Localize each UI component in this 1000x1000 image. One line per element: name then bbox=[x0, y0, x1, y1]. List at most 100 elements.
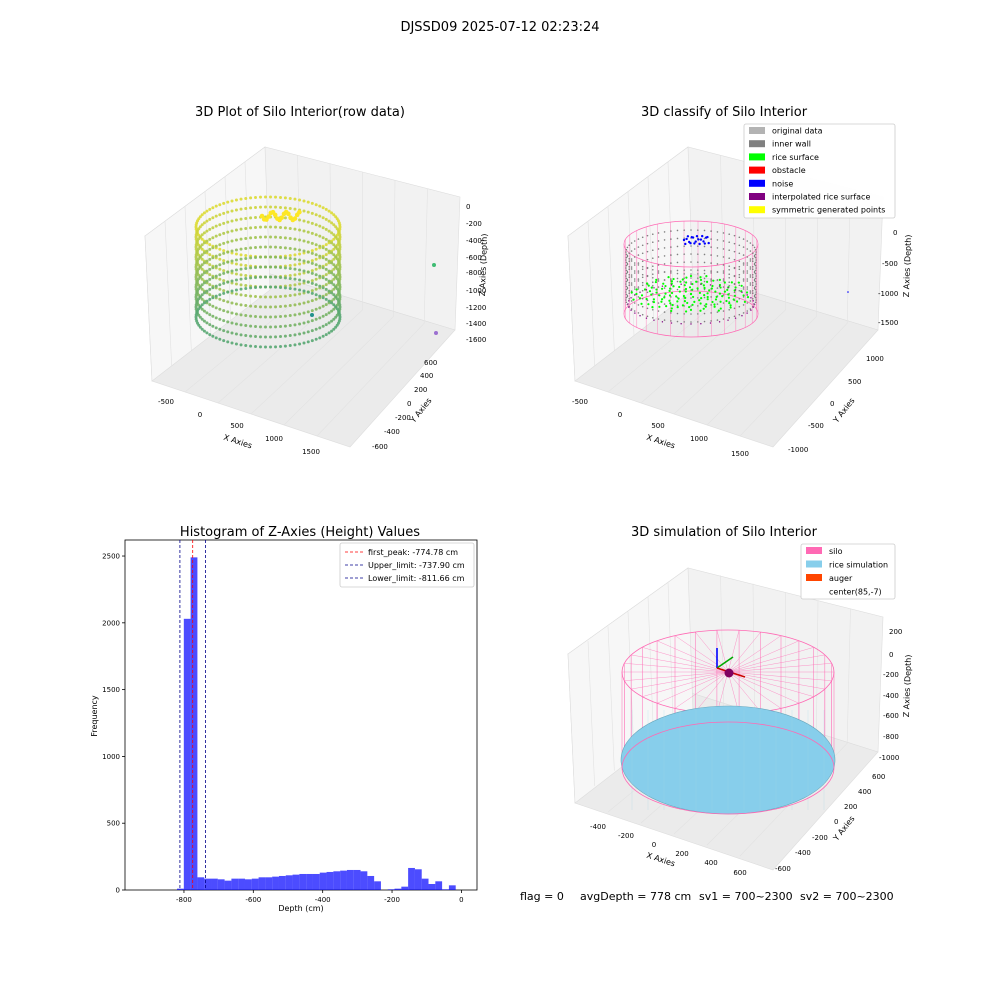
raw-data-point bbox=[269, 195, 273, 199]
inner-wall-point bbox=[710, 272, 712, 274]
silo-wire-bottom bbox=[621, 721, 835, 815]
rice-surface-point bbox=[676, 306, 679, 309]
gridline bbox=[667, 581, 674, 726]
raw-data-point bbox=[334, 325, 338, 329]
classify-3d-ylabel: Y Axies bbox=[831, 396, 857, 425]
noise-point bbox=[682, 238, 686, 242]
raw-data-point bbox=[314, 267, 318, 271]
simulation-3d-ytick: 0 bbox=[834, 818, 838, 826]
raw-data-point bbox=[310, 249, 314, 253]
histogram-legend-label: first_peak: -774.78 cm bbox=[368, 548, 458, 557]
inner-wall-point bbox=[663, 263, 666, 265]
silo-wire-spoke bbox=[727, 671, 799, 704]
raw-data-point bbox=[253, 285, 257, 289]
inner-wall-point bbox=[710, 280, 712, 282]
inner-wall-point bbox=[728, 316, 731, 319]
raw-data-point bbox=[218, 327, 222, 331]
raw-data-point bbox=[306, 210, 310, 214]
raw-data-point bbox=[314, 337, 318, 341]
inner-wall-point bbox=[630, 242, 633, 244]
raw-data-point bbox=[244, 226, 248, 230]
raw-data-point bbox=[253, 215, 257, 219]
inner-wall-point bbox=[753, 271, 756, 274]
raw-data-point bbox=[306, 200, 310, 204]
inner-wall-point bbox=[716, 319, 719, 321]
raw-data-point bbox=[198, 275, 202, 279]
raw-data-point bbox=[279, 195, 283, 199]
rice-surface-point bbox=[700, 297, 703, 300]
raw-data-point bbox=[202, 241, 206, 245]
inner-wall-point bbox=[626, 286, 629, 289]
histogram-bar bbox=[299, 873, 307, 890]
raw-data-point bbox=[222, 289, 226, 293]
histogram-xtick-label: 0 bbox=[459, 896, 463, 904]
rice-surface-point bbox=[683, 284, 686, 287]
inner-wall-point bbox=[738, 313, 741, 316]
raw-data-point bbox=[302, 279, 306, 283]
interpolated-point bbox=[727, 319, 729, 321]
raw-data-point bbox=[202, 301, 206, 305]
raw-3d-ytick: 200 bbox=[414, 386, 427, 394]
inner-wall-point bbox=[753, 294, 756, 297]
raw-data-point bbox=[288, 284, 292, 288]
inner-wall-point bbox=[626, 255, 629, 258]
inner-wall-point bbox=[690, 305, 692, 307]
raw-data-point bbox=[208, 273, 212, 277]
simulation-3d-xtick: 200 bbox=[675, 850, 688, 858]
raw-3d-ztick: -1200 bbox=[466, 304, 486, 312]
inner-wall-point bbox=[625, 288, 628, 291]
interpolated-point bbox=[727, 287, 729, 289]
raw-data-point bbox=[208, 313, 212, 317]
raw-data-point bbox=[205, 259, 209, 263]
classify-3d-ytick: 500 bbox=[848, 378, 861, 386]
inner-wall-point bbox=[754, 288, 757, 291]
inner-wall-point bbox=[663, 287, 666, 289]
raw-data-point bbox=[310, 259, 314, 263]
noise-point bbox=[707, 241, 710, 245]
rice-surface-point bbox=[691, 295, 695, 299]
inner-wall-point bbox=[628, 252, 630, 255]
raw-data-point bbox=[208, 253, 212, 257]
inner-wall-point bbox=[703, 312, 706, 315]
inner-wall-point bbox=[754, 293, 757, 296]
raw-data-point bbox=[200, 317, 204, 321]
inner-wall-point bbox=[683, 289, 686, 291]
inner-wall-point bbox=[752, 297, 754, 300]
inner-wall-point bbox=[628, 260, 630, 263]
gridline bbox=[673, 309, 786, 415]
inner-wall-point bbox=[646, 307, 649, 310]
raw-data-point bbox=[310, 269, 314, 273]
raw-data-point bbox=[234, 252, 238, 256]
inner-wall-point bbox=[696, 305, 699, 307]
raw-data-point bbox=[226, 340, 230, 344]
raw-data-point bbox=[288, 334, 292, 338]
raw-data-point bbox=[226, 210, 230, 214]
histogram-bar bbox=[340, 870, 347, 890]
raw-data-point bbox=[258, 325, 262, 329]
raw-data-point bbox=[202, 309, 206, 313]
raw-data-point bbox=[293, 257, 297, 261]
raw-data-point bbox=[263, 305, 267, 309]
silo-wire-spoke bbox=[624, 671, 729, 681]
inner-wall-point bbox=[628, 273, 630, 276]
raw-data-point bbox=[274, 245, 278, 249]
histogram-reference-lines bbox=[179, 540, 206, 890]
rice-surface-point bbox=[693, 300, 696, 303]
raw-data-point bbox=[234, 258, 238, 262]
raw-data-point bbox=[321, 236, 325, 240]
rice-surface-point bbox=[729, 306, 732, 309]
raw-data-point bbox=[288, 206, 292, 210]
raw-3d-title: 3D Plot of Silo Interior(row data) bbox=[195, 105, 405, 120]
raw-data-point bbox=[226, 260, 230, 264]
raw-data-point bbox=[202, 319, 206, 323]
raw-data-point bbox=[321, 304, 325, 308]
inner-wall-point bbox=[749, 276, 752, 278]
raw-data-point bbox=[249, 304, 253, 308]
raw-data-point bbox=[208, 243, 212, 247]
rice-surface-point bbox=[691, 288, 694, 291]
inner-wall-point bbox=[690, 245, 692, 247]
raw-data-point bbox=[263, 325, 267, 329]
inner-wall-point bbox=[663, 303, 666, 305]
raw-data-point bbox=[318, 244, 322, 248]
histogram-bar bbox=[265, 877, 273, 890]
